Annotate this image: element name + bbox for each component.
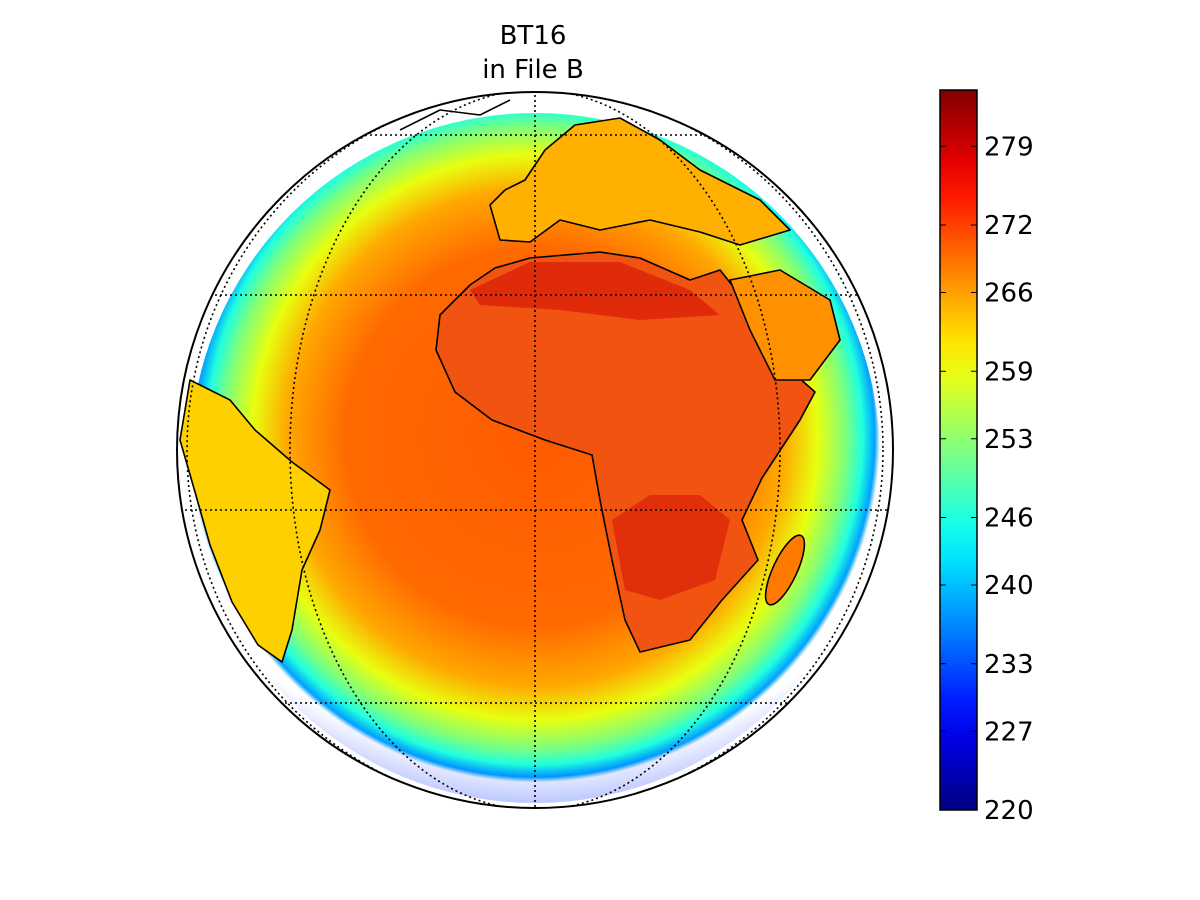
title-line: BT16 bbox=[500, 21, 567, 51]
tick-label: 272 bbox=[984, 211, 1034, 241]
tick-label: 246 bbox=[984, 504, 1034, 534]
europe bbox=[489, 117, 791, 246]
tick-label: 259 bbox=[984, 357, 1034, 387]
tick-label: 266 bbox=[984, 279, 1034, 309]
colorbar: 220 227 233 240 246 253 259 266 272 279 bbox=[939, 89, 1034, 826]
greenland-coast bbox=[399, 99, 511, 131]
globe bbox=[176, 91, 894, 809]
globe-outline bbox=[176, 91, 894, 809]
tick-label: 279 bbox=[984, 132, 1034, 162]
arabia bbox=[729, 269, 841, 381]
sahara-hot bbox=[470, 262, 720, 320]
tick-label: 233 bbox=[984, 650, 1034, 680]
title-line: in File B bbox=[482, 55, 584, 85]
colorbar-scale bbox=[939, 89, 978, 811]
madagascar bbox=[764, 534, 806, 606]
tick-label: 253 bbox=[984, 425, 1034, 455]
tick-label: 227 bbox=[984, 717, 1034, 747]
tick-label: 220 bbox=[984, 796, 1034, 826]
tick-label: 240 bbox=[984, 571, 1034, 601]
southern-africa-hot bbox=[612, 495, 730, 600]
